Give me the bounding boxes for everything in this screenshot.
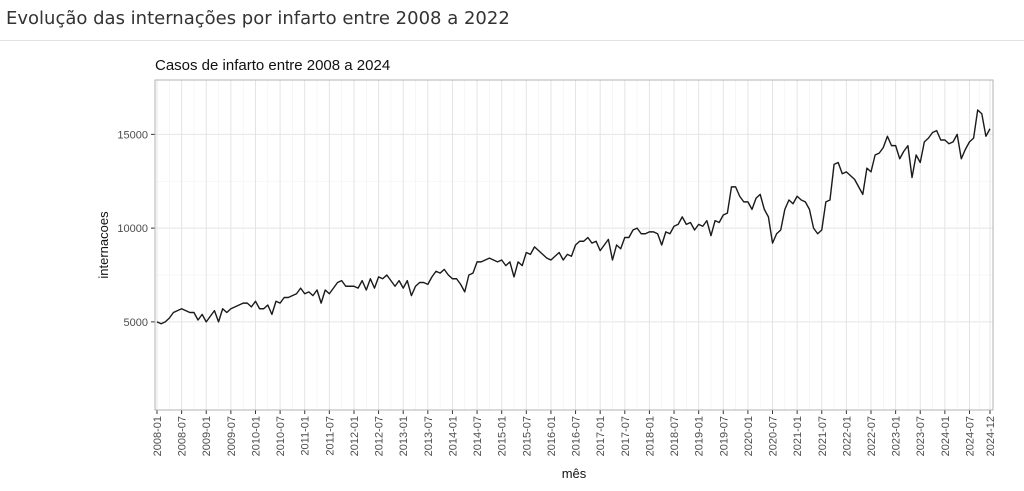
x-tick-label: 2015-01 — [497, 416, 509, 456]
line-series — [156, 109, 991, 325]
x-tick-label: 2021-07 — [817, 416, 829, 456]
chart-title: Casos de infarto entre 2008 a 2024 — [155, 57, 390, 74]
x-tick-label: 2008-01 — [152, 416, 164, 456]
x-tick-label: 2016-01 — [546, 416, 558, 456]
x-tick-label: 2016-07 — [571, 416, 583, 456]
x-tick-label: 2020-01 — [743, 416, 755, 456]
x-tick-label: 2020-07 — [768, 416, 780, 456]
x-tick-label: 2023-07 — [915, 416, 927, 456]
x-tick-label: 2018-01 — [644, 416, 656, 456]
plot-panel — [155, 80, 993, 410]
x-tick-label: 2017-07 — [620, 416, 632, 456]
x-tick-label: 2010-07 — [275, 416, 287, 456]
x-tick-label: 2021-01 — [792, 416, 804, 456]
x-tick-label: 2019-01 — [694, 416, 706, 456]
x-tick-label: 2008-07 — [177, 416, 189, 456]
divider — [0, 40, 1024, 41]
x-tick-label: 2013-07 — [423, 416, 435, 456]
x-axis-title: mês — [562, 466, 587, 481]
page-title: Evolução das internações por infarto ent… — [6, 8, 510, 29]
x-tick-label: 2023-01 — [891, 416, 903, 456]
x-tick-label: 2013-01 — [398, 416, 410, 456]
y-tick-label: 10000 — [117, 223, 148, 235]
x-tick-label: 2014-07 — [472, 416, 484, 456]
x-tick-label: 2024-12 — [985, 416, 997, 456]
x-tick-label: 2010-01 — [250, 416, 262, 456]
x-tick-label: 2024-01 — [940, 416, 952, 456]
x-tick-label: 2012-01 — [349, 416, 361, 456]
x-tick-label: 2022-07 — [866, 416, 878, 456]
x-tick-label: 2012-07 — [374, 416, 386, 456]
x-tick-label: 2017-01 — [595, 416, 607, 456]
x-tick-label: 2018-07 — [669, 416, 681, 456]
x-tick-label: 2009-07 — [226, 416, 238, 456]
y-tick-label: 15000 — [117, 129, 148, 141]
x-tick-label: 2011-01 — [300, 416, 312, 456]
y-tick-label: 5000 — [124, 317, 148, 329]
x-tick-label: 2011-07 — [324, 416, 336, 456]
panel-border — [154, 79, 994, 411]
x-tick-label: 2015-07 — [521, 416, 533, 456]
x-tick-label: 2022-01 — [841, 416, 853, 456]
x-tick-label: 2019-07 — [718, 416, 730, 456]
x-tick-label: 2014-01 — [447, 416, 459, 456]
x-tick-label: 2009-01 — [201, 416, 213, 456]
y-axis-title: internacoes — [96, 211, 111, 279]
x-tick-label: 2024-07 — [964, 416, 976, 456]
